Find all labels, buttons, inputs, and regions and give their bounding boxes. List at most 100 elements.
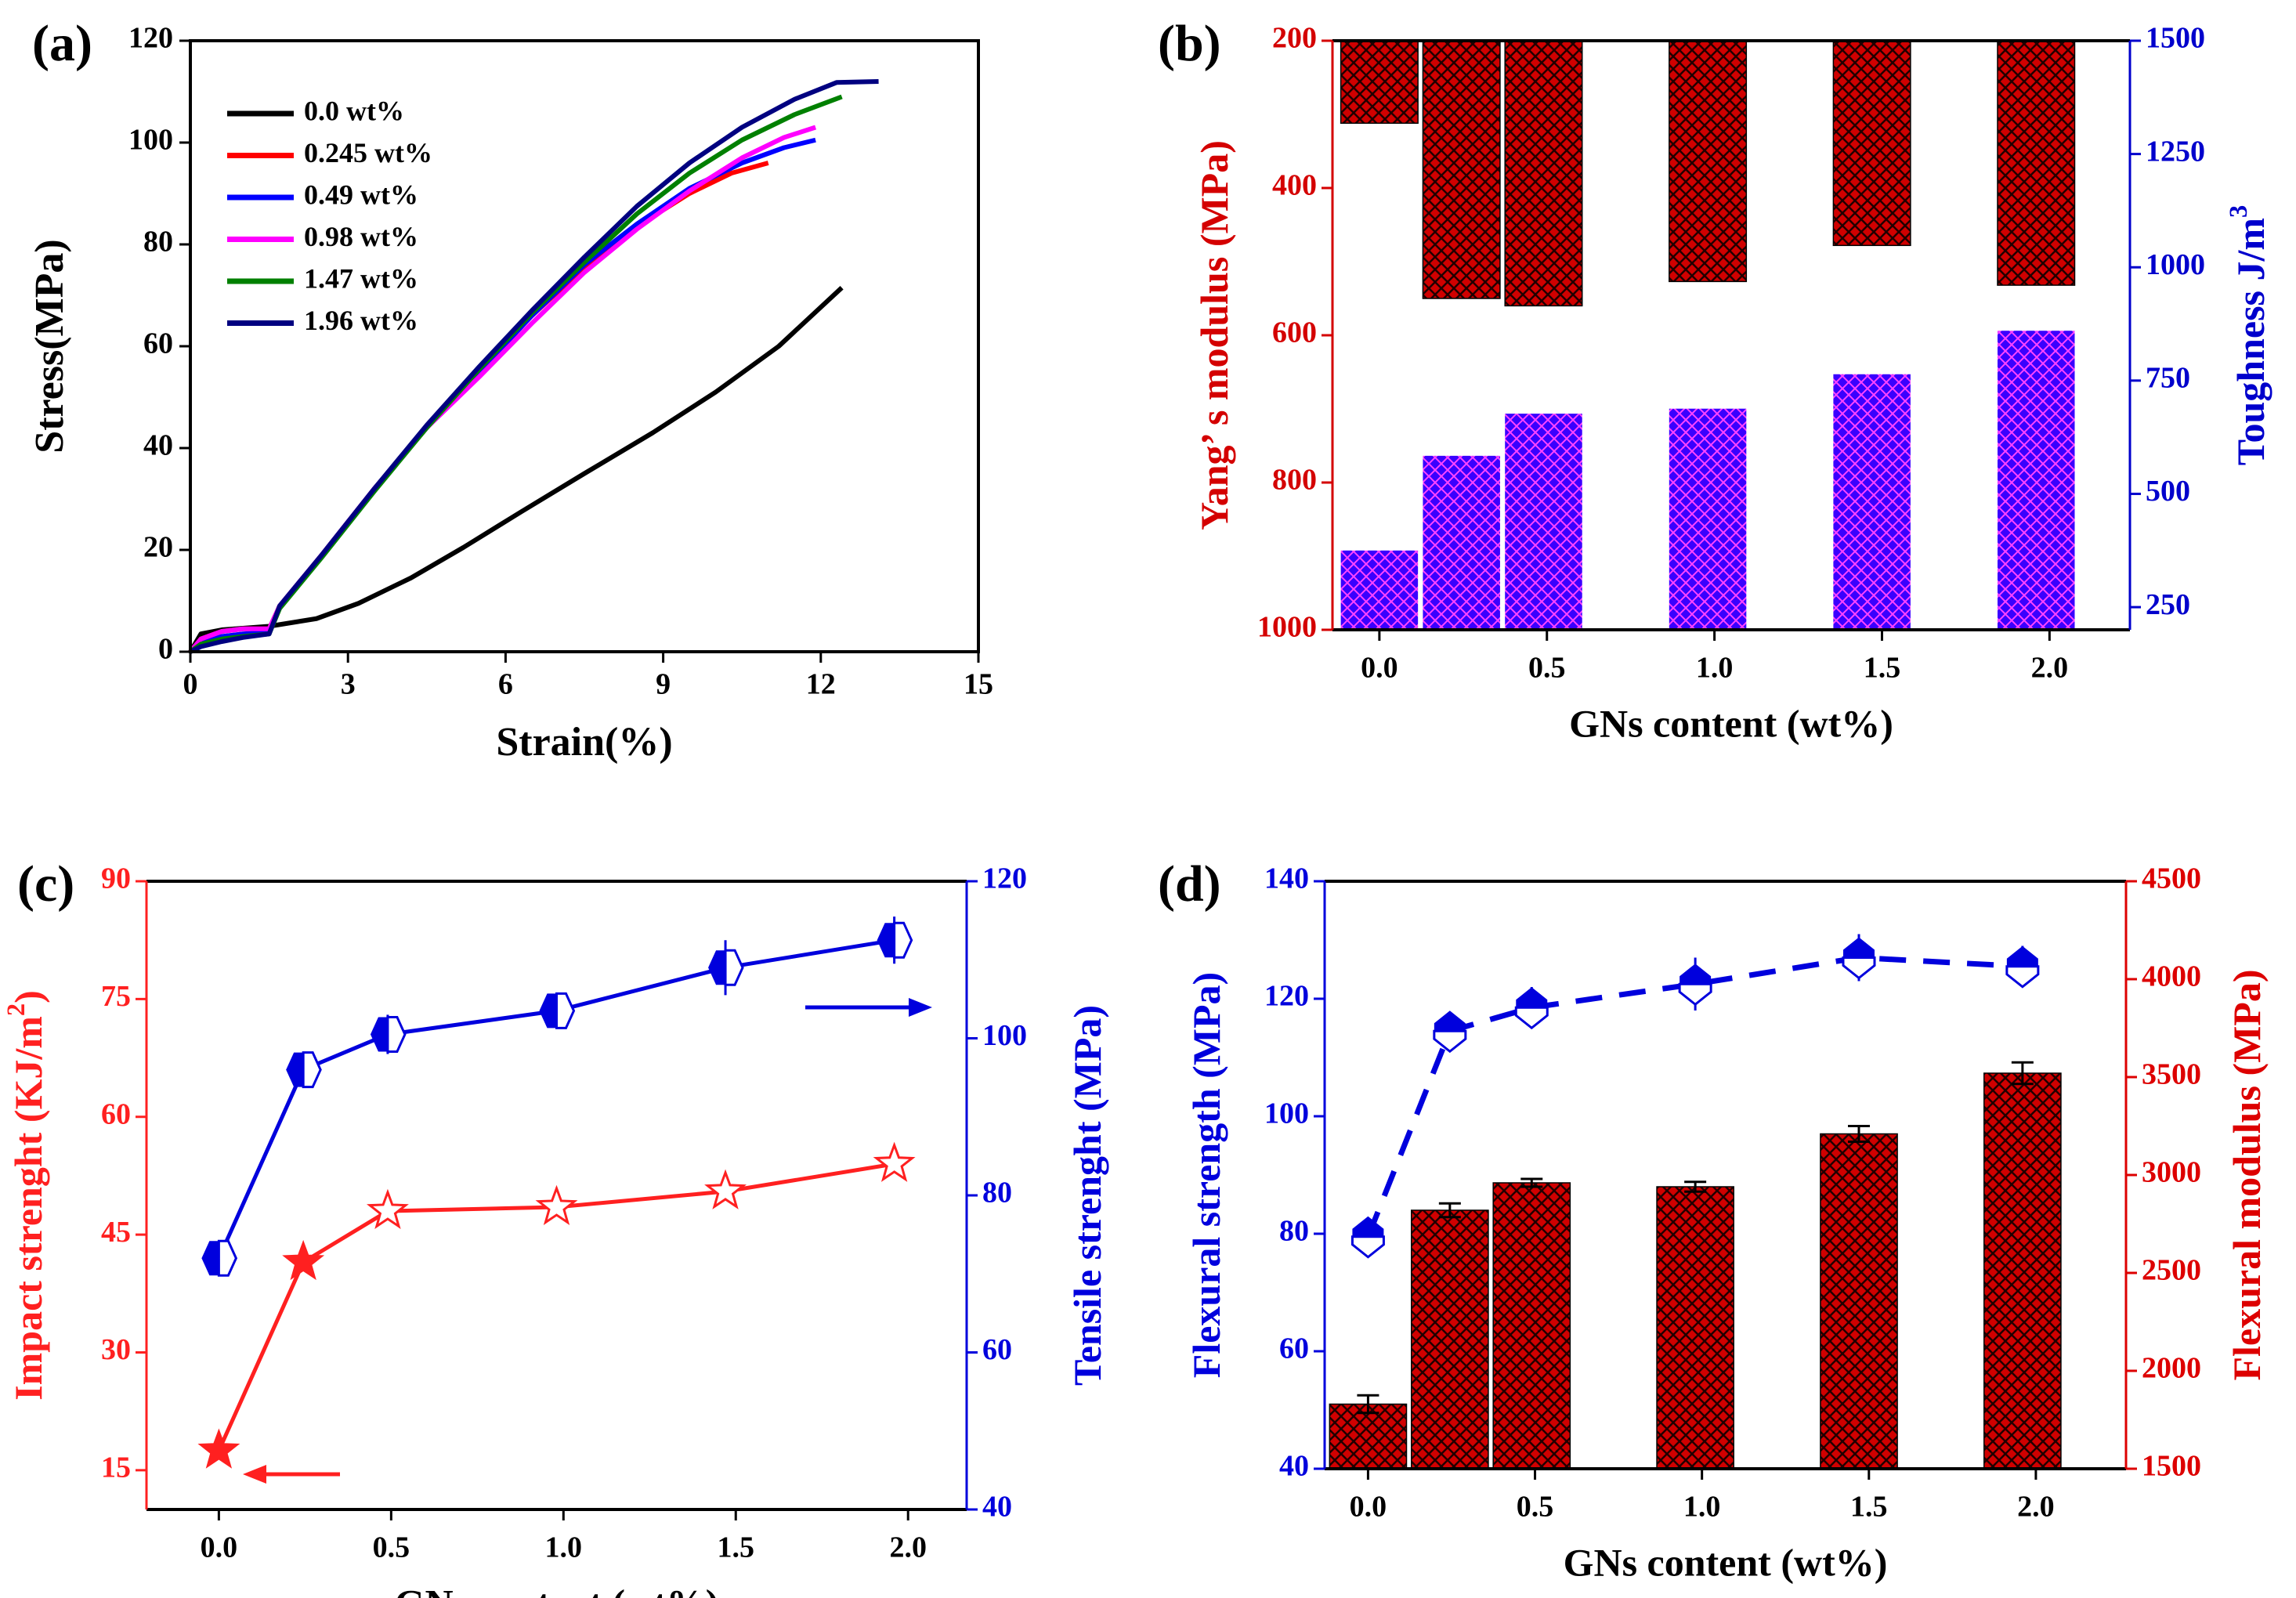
arrowhead-right <box>909 998 932 1017</box>
right-y-tick-label: 1500 <box>2142 1450 2201 1483</box>
left-y-axis-title: Yang’ s modulus (MPa) <box>1192 140 1236 530</box>
left-y-tick-label: 200 <box>1272 22 1317 55</box>
right-y-axis-title-part: Tensile strenght (MPa) <box>1065 1005 1109 1386</box>
legend-label: 0.0 wt% <box>304 95 404 126</box>
marker-hexagon-right <box>386 1015 407 1053</box>
right-y-tick-label: 500 <box>2146 475 2190 508</box>
left-y-axis-title-sup: 2 <box>2 1003 31 1016</box>
left-y-tick-label: 100 <box>1264 1097 1309 1130</box>
x-tick-label: 0.0 <box>1361 652 1398 685</box>
x-tick-label: 1.5 <box>1864 652 1901 685</box>
panel-label: (d) <box>1158 855 1221 913</box>
bar-toughness <box>1505 414 1582 630</box>
marker-hexagon-top <box>1434 1010 1466 1032</box>
left-y-tick-label: 45 <box>101 1216 131 1249</box>
y-tick-label: 80 <box>143 226 173 258</box>
x-tick-label: 3 <box>341 668 356 701</box>
marker-hexagon-bottom <box>2005 965 2040 989</box>
bar-youngs-modulus <box>1997 40 2076 286</box>
series-line-0-245-wt- <box>188 161 769 653</box>
series-line-tensile-strength <box>217 938 895 1260</box>
marker-star <box>873 1141 916 1182</box>
panel-label: (c) <box>17 855 74 913</box>
x-tick-label: 2.0 <box>2017 1491 2055 1524</box>
marker-hexagon-left <box>877 923 895 958</box>
y-tick-label: 100 <box>128 124 173 157</box>
left-y-axis-title: Impact strenght (KJ/m2) <box>2 990 50 1401</box>
right-y-tick-label: 3500 <box>2142 1058 2201 1091</box>
marker-hexagon-left <box>286 1052 304 1087</box>
bar-flexural-modulus <box>1492 1182 1571 1470</box>
x-tick-label: 1.0 <box>1683 1491 1721 1524</box>
y-tick-label: 0 <box>158 633 173 666</box>
left-y-tick-label: 60 <box>1279 1332 1309 1365</box>
marker-hexagon-left <box>201 1241 219 1276</box>
marker-hexagon-right <box>555 992 576 1029</box>
x-tick-label: 0.5 <box>373 1531 410 1564</box>
x-axis-title: GNs content (wt%) <box>1564 1540 1888 1584</box>
bar-youngs-modulus <box>1422 40 1501 299</box>
left-y-tick-label: 600 <box>1272 316 1317 349</box>
right-y-tick-label: 1250 <box>2146 135 2205 168</box>
marker-hexagon-right <box>302 1051 322 1089</box>
left-y-tick-label: 120 <box>1264 980 1309 1013</box>
left-y-tick-label: 60 <box>101 1097 131 1130</box>
x-axis-title: GNs content (wt%) <box>1569 701 1893 745</box>
marker-hexagon-left <box>708 950 726 985</box>
right-y-axis-title-part: Toughness J/m <box>2229 218 2272 465</box>
bar-toughness <box>1669 408 1747 630</box>
marker-hexagon-bottom <box>1842 956 1876 980</box>
series-line-1-96-wt- <box>189 79 879 654</box>
x-tick-label: 1.5 <box>1850 1491 1888 1524</box>
x-tick-label: 1.0 <box>545 1531 583 1564</box>
plot-frame <box>189 39 980 653</box>
series-line-0-49-wt- <box>188 137 816 654</box>
series-line-flexural-strength <box>1365 954 2023 1238</box>
panel-label: (a) <box>32 15 92 72</box>
right-y-tick-label: 750 <box>2146 362 2190 395</box>
left-y-tick-label: 80 <box>1279 1215 1309 1248</box>
left-y-tick-label: 1000 <box>1257 611 1317 644</box>
marker-hexagon-left <box>539 993 557 1029</box>
bar-toughness <box>1833 374 1911 630</box>
right-y-axis-title: Tensile strenght (MPa) <box>1065 1005 1109 1386</box>
y-tick-label: 60 <box>143 327 173 360</box>
left-y-axis-title-part: Flexural strength (MPa) <box>1184 972 1228 1378</box>
marker-hexagon-bottom <box>1433 1029 1467 1054</box>
right-y-tick-label: 100 <box>982 1019 1027 1052</box>
legend-label: 1.47 wt% <box>304 262 418 294</box>
x-tick-label: 1.0 <box>1696 652 1734 685</box>
right-y-tick-label: 1000 <box>2146 248 2205 281</box>
marker-star <box>366 1188 409 1229</box>
marker-star <box>197 1428 240 1469</box>
y-tick-label: 20 <box>143 531 173 564</box>
bar-youngs-modulus <box>1340 40 1419 125</box>
bar-toughness <box>1997 331 2075 630</box>
left-y-tick-label: 90 <box>101 862 131 895</box>
x-tick-label: 9 <box>656 668 671 701</box>
bar-youngs-modulus <box>1504 40 1583 307</box>
left-y-tick-label: 400 <box>1272 169 1317 202</box>
left-y-axis-title-part: Impact strenght (KJ/m <box>6 1016 50 1401</box>
left-y-tick-label: 800 <box>1272 464 1317 497</box>
marker-hexagon-bottom <box>1678 982 1712 1007</box>
right-y-tick-label: 4500 <box>2142 862 2201 895</box>
right-y-axis-title-sup: 3 <box>2225 205 2253 218</box>
series-line-impact-strength <box>217 1162 895 1452</box>
x-tick-label: 0.0 <box>201 1531 238 1564</box>
left-y-axis-title-part: Yang’ s modulus (MPa) <box>1192 140 1236 530</box>
y-tick-label: 40 <box>143 429 173 462</box>
y-tick-label: 120 <box>128 22 173 55</box>
marker-star <box>282 1239 325 1281</box>
legend-label: 1.96 wt% <box>304 305 418 336</box>
marker-hexagon-bottom <box>1350 1235 1385 1259</box>
bar-flexural-modulus <box>1820 1133 1898 1470</box>
bar-flexural-modulus <box>1656 1186 1734 1470</box>
left-y-tick-label: 75 <box>101 980 131 1013</box>
left-y-tick-label: 15 <box>101 1452 131 1484</box>
bar-flexural-modulus <box>1983 1072 2062 1470</box>
marker-hexagon-right <box>724 949 744 986</box>
left-y-axis-title: Flexural strength (MPa) <box>1184 972 1228 1378</box>
left-y-tick-label: 30 <box>101 1333 131 1366</box>
